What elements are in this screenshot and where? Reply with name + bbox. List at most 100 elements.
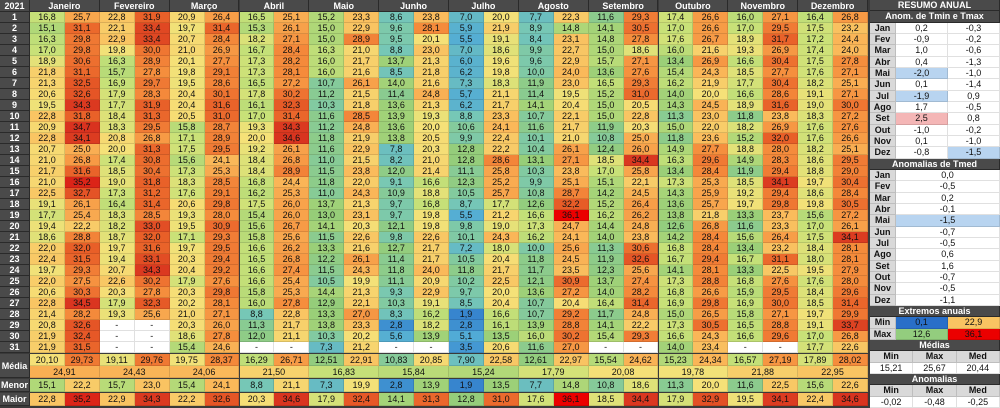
ext-label: Max [870,328,896,340]
day-label: 27 [0,298,30,309]
tmax-cell: 27,1 [553,155,589,166]
tmin-cell: 15,6 [728,232,764,243]
tmax-cell: 21,3 [414,56,449,67]
tmax-cell: 28,0 [833,276,868,287]
tmax-cell: 19,0 [483,221,519,232]
tmax-cell: 22,9 [344,23,380,34]
tmax-cell: 21,9 [693,78,729,89]
panel-month: Jan [870,170,896,182]
tmax-cell: 18,3 [483,78,519,89]
mean-cell: 12,61 [518,354,554,366]
tmax-cell: - [414,342,449,353]
tmin-cell: 13,3 [309,243,345,254]
anom-tmax: -1,0 [948,68,1000,80]
tmin-cell: 11,2 [309,122,345,133]
day-label: 7 [0,78,30,89]
day-label: 2 [0,23,30,34]
tmin-cell: 17,5 [798,56,834,67]
tmax-cell: 26,1 [344,254,380,265]
maior-cell: 17,9 [658,393,694,406]
panel-month: Dez [870,147,896,159]
tmax-cell: 27,1 [274,34,310,45]
month-header: Novembro [728,0,799,12]
tmax-cell: 26,8 [134,133,170,144]
tmax-cell: 20,4 [553,100,589,111]
section-title: Anomalias de Tmed [870,158,1000,170]
tmin-cell: 9,9 [518,45,554,56]
maior-cell: 35,2 [64,393,100,406]
tmax-cell: 20,6 [483,342,519,353]
tmax-cell: 30,3 [64,287,100,298]
tmax-cell: 21,5 [344,89,380,100]
tmax-cell: 31,0 [623,89,659,100]
tmin-cell: 19,7 [169,243,205,254]
mean-avg-cell: 24,06 [169,366,240,378]
tmax-cell: - [134,331,170,342]
tmax-cell: 28,1 [833,254,868,265]
tmin-cell: 13,3 [728,210,764,221]
tmax-cell: 31,3 [134,111,170,122]
maior-cell: 31,3 [414,393,449,406]
tmin-cell: 16,9 [728,298,764,309]
tmax-cell: 22,8 [274,309,310,320]
tmin-cell: 19,1 [798,89,834,100]
tmin-cell: 15,6 [239,221,275,232]
day-label: 8 [0,89,30,100]
tmax-cell: 34,1 [833,232,868,243]
day-label: 10 [0,111,30,122]
menor-cell: 13,9 [414,379,449,392]
tmin-cell: 12,9 [309,298,345,309]
tmin-cell: 11,3 [588,243,624,254]
tmin-cell: 13,6 [379,100,415,111]
tmax-cell: 32,2 [553,199,589,210]
tmin-cell: 19,0 [99,177,135,188]
tmax-cell: 34,3 [134,265,170,276]
tmin-cell: 11,5 [309,265,345,276]
tmax-cell: 20,9 [414,276,449,287]
tmax-cell: 30,8 [134,155,170,166]
tmin-cell: 14,0 [588,287,624,298]
tmin-cell: 18,2 [798,144,834,155]
tmin-cell: 21,4 [30,309,65,320]
tmax-cell: 36,1 [553,210,589,221]
tmin-cell: 16,8 [30,12,65,23]
tmax-cell: 21,4 [414,166,449,177]
tmax-cell: 16,1 [483,320,519,331]
tmax-cell: 17,7 [483,199,519,210]
tmax-cell: 33,1 [134,254,170,265]
panel-month: Nov [870,283,896,295]
maior-cell: 17,9 [309,393,345,406]
tmin-cell: 16,6 [239,265,275,276]
tmax-cell: 22,9 [553,56,589,67]
tmin-cell: 8,8 [239,309,275,320]
tmax-cell: 31,4 [623,298,659,309]
tmin-cell: 16,9 [658,298,694,309]
tmax-cell: 23,3 [483,111,519,122]
tmax-cell: 18,6 [483,45,519,56]
tmax-cell: 31,8 [134,177,170,188]
tmax-cell: 26,8 [274,155,310,166]
tmin-cell: 15,0 [658,122,694,133]
tmin-cell: 20,5 [169,111,205,122]
tmax-cell: 27,4 [623,276,659,287]
tmin-cell: 15,1 [30,23,65,34]
day-label: 19 [0,210,30,221]
tmin-cell: 18,6 [169,331,205,342]
tmin-cell: 17,3 [658,276,694,287]
tmax-cell: 26,0 [204,320,240,331]
mean-cell: 20,10 [30,354,65,366]
tmin-cell: 18,4 [798,243,834,254]
tmax-cell: 20,4 [483,254,519,265]
tmax-cell: 26,4 [763,232,799,243]
tmin-cell: 19,8 [169,67,205,78]
tmin-cell: 20,4 [169,89,205,100]
tmin-cell: 16,0 [518,331,554,342]
tmax-cell: 23,4 [693,342,729,353]
panel-month: Dez [870,294,896,306]
tmin-cell: 13,9 [518,320,554,331]
tmax-cell: 24,5 [553,254,589,265]
tmin-cell: 13,6 [518,287,554,298]
tmax-cell: 27,4 [274,265,310,276]
tmax-cell: 26,9 [763,122,799,133]
tmax-cell: 31,1 [763,254,799,265]
